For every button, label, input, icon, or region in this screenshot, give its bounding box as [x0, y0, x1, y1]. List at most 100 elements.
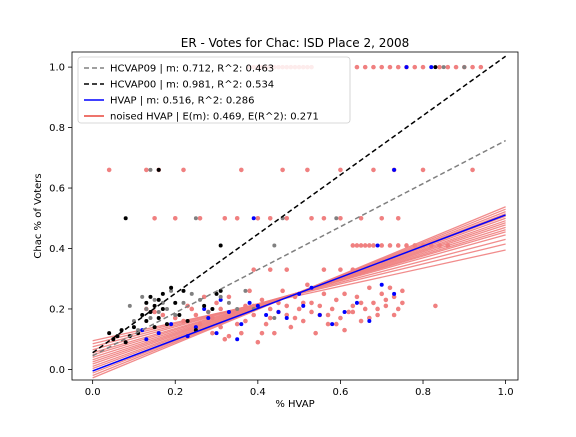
noised-hvap-points-point	[354, 64, 360, 70]
noised-hvap-points-point	[181, 167, 186, 173]
noised-hvap-points-point	[189, 306, 195, 312]
x-tick-label: 0.0	[85, 387, 101, 398]
noised-hvap-points-point	[239, 167, 244, 173]
hcvap00-points-point	[169, 285, 174, 290]
hcvap00-points-point	[160, 291, 165, 296]
hvap-points-point	[156, 331, 161, 336]
noised-hvap-points-point	[395, 64, 401, 70]
noised-hvap-points-point	[404, 243, 409, 248]
hvap-points-point	[367, 319, 372, 324]
hcvap00-points-point	[164, 322, 169, 327]
hcvap09-points-point	[148, 167, 153, 172]
noised-hvap-points-point	[387, 243, 393, 248]
noised-hvap-points-point	[350, 267, 356, 272]
hcvap00-points-point	[160, 306, 165, 311]
hvap-points-point	[255, 303, 260, 308]
y-tick-label: 0.6	[49, 184, 65, 195]
noised-hvap-points-point	[375, 312, 380, 318]
y-tick-label: 1.0	[49, 63, 65, 74]
noised-hvap-points-point	[313, 330, 318, 336]
noised-hvap-points-point	[391, 312, 397, 318]
noised-hvap-points-point	[222, 215, 228, 221]
noised-hvap-points-point	[321, 291, 327, 297]
hvap-points-point	[284, 316, 289, 321]
regression-lines	[92, 55, 507, 372]
noised-hvap-points-point	[354, 243, 360, 248]
noised-hvap-points-point	[234, 309, 240, 315]
hvap-points-point	[330, 322, 335, 327]
hcvap00-points-point	[156, 167, 161, 172]
noised-hvap-points-point	[222, 336, 228, 342]
noised-hvap-points-point	[230, 309, 236, 315]
hcvap00-points-point	[107, 331, 112, 336]
noised-hvap-points-point	[317, 303, 323, 309]
hvap-points-point	[375, 243, 380, 248]
noised-hvap-points-point	[325, 312, 331, 318]
noised-hvap-points-point	[358, 215, 364, 221]
noised-hvap-points-point	[391, 294, 397, 300]
hcvap09-points-point	[189, 291, 194, 296]
noised-hvap-points-point	[280, 167, 285, 173]
hvap-points-point	[404, 65, 409, 70]
hcvap00-points-point	[156, 316, 161, 321]
hvap-points-point	[235, 337, 240, 342]
noised-hvap-points-point	[234, 321, 240, 327]
y-tick-label: 0.2	[49, 304, 65, 315]
noised-hvap-points-point	[346, 309, 351, 315]
y-axis-ticks: 0.0 0.2 0.4 0.6 0.8 1.0	[49, 63, 72, 376]
hcvap09-points-point	[144, 306, 149, 311]
noised-hvap-points-point	[338, 315, 343, 321]
hcvap00-points-point	[177, 313, 182, 318]
noised-hvap-points-point	[321, 267, 327, 272]
hvap-points-point	[239, 322, 244, 327]
x-axis-ticks: 0.0 0.2 0.4 0.6 0.8 1.0	[85, 380, 514, 398]
noised-hvap-points-point	[243, 318, 248, 324]
y-axis-label: Chac % of Voters	[33, 173, 44, 258]
noised-hvap-points-point	[383, 303, 389, 309]
noised-hvap-points-point	[218, 324, 223, 330]
hcvap09-points-point	[226, 300, 231, 305]
hcvap09-points-point	[152, 297, 157, 302]
x-tick-label: 0.2	[167, 387, 183, 398]
hcvap00-points-point	[173, 300, 178, 305]
noised-hvap-points-point	[226, 294, 232, 300]
legend-label-2: HVAP | m: 0.516, R^2: 0.286	[110, 96, 254, 107]
noised-hvap-points-point	[267, 215, 273, 221]
noised-hvap-points-point	[160, 312, 166, 318]
hcvap00-points-point	[152, 325, 157, 330]
noised-hvap-points-point	[445, 243, 451, 248]
hcvap00-points-point	[123, 340, 128, 345]
hvap-points-point	[379, 282, 384, 287]
noised-hvap-points-point	[172, 215, 178, 221]
noised-hvap-points-point	[251, 303, 257, 309]
noised-hvap-points-point	[197, 215, 203, 221]
noised-hvap-points-point	[371, 243, 376, 248]
hcvap00-points-point	[218, 288, 223, 293]
hcvap00-points-point	[115, 334, 120, 339]
y-tick-label: 0.0	[49, 365, 65, 376]
x-axis-label: % HVAP	[275, 399, 314, 410]
hvap-points-point	[202, 306, 207, 311]
noised-hvap-points-point	[259, 297, 265, 303]
hcvap09-points-point	[206, 309, 211, 314]
noised-hvap-points-point	[338, 215, 343, 221]
noised-hvap-points-point	[284, 215, 290, 221]
hvap-points-point	[214, 331, 219, 336]
hcvap09-points-point	[243, 288, 248, 293]
noised-hvap-points-point	[379, 215, 385, 221]
hvap-points-point	[276, 309, 281, 314]
regression-line-2	[92, 214, 506, 372]
hcvap00-points-point	[218, 243, 223, 248]
hcvap09-points-point	[148, 316, 153, 321]
legend: HCVAP09 | m: 0.712, R^2: 0.463 HCVAP00 | …	[77, 56, 351, 124]
noised-hvap-points-point	[106, 167, 112, 173]
noised-hvap-points-point	[338, 267, 343, 272]
noised-hvap-points-point	[362, 306, 368, 312]
x-tick-label: 0.4	[250, 387, 266, 398]
noised-hvap-points-point	[255, 339, 261, 345]
hcvap09-points-point	[441, 65, 446, 70]
hcvap09-points-point	[181, 300, 186, 305]
hvap-points-point	[392, 291, 397, 296]
hvap-points-point	[392, 167, 397, 172]
